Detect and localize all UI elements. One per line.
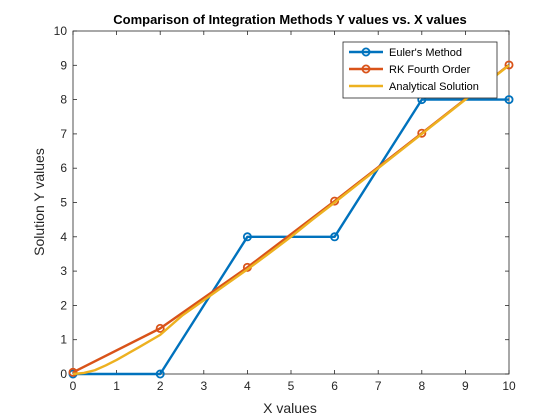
legend-label-analytical-solution: Analytical Solution bbox=[389, 81, 479, 93]
rk-fourth-order-point bbox=[417, 128, 427, 138]
x-tick-label: 1 bbox=[113, 379, 120, 393]
legend-marker-euler-s-method bbox=[361, 47, 371, 57]
x-tick-label: 2 bbox=[157, 379, 164, 393]
y-axis-title: Solution Y values bbox=[31, 148, 47, 256]
x-tick-label: 9 bbox=[462, 379, 469, 393]
y-tick-label: 5 bbox=[60, 196, 67, 210]
y-tick-label: 4 bbox=[60, 230, 67, 244]
euler-s-method-point bbox=[155, 369, 165, 379]
rk-fourth-order-point bbox=[504, 60, 514, 70]
rk-fourth-order-point bbox=[155, 323, 165, 333]
y-tick-label: 6 bbox=[60, 161, 67, 175]
x-tick-label: 6 bbox=[331, 379, 338, 393]
series-layer bbox=[68, 60, 514, 379]
legend-label-rk-fourth-order: RK Fourth Order bbox=[389, 64, 471, 76]
x-tick-label: 5 bbox=[288, 379, 295, 393]
axis-ticks: 0 1 2 3 4 5 6 7 8 9 10 0 1 2 3 4 5 6 7 8 9 10 bbox=[54, 24, 516, 393]
euler-s-method-point bbox=[242, 232, 252, 242]
y-tick-label: 2 bbox=[60, 298, 67, 312]
y-tick-label: 10 bbox=[54, 24, 68, 38]
x-tick-label: 10 bbox=[502, 379, 516, 393]
legend: Euler's Method RK Fourth Order Analytical … bbox=[342, 41, 498, 99]
x-tick-label: 4 bbox=[244, 379, 251, 393]
chart-title: Comparison of Integration Methods Y valu… bbox=[113, 12, 467, 27]
y-tick-label: 3 bbox=[60, 264, 67, 278]
rk-fourth-order-point bbox=[68, 367, 78, 377]
x-axis-title: X values bbox=[263, 400, 317, 416]
y-tick-label: 1 bbox=[60, 333, 67, 347]
x-tick-label: 0 bbox=[70, 379, 77, 393]
analytical-solution-line bbox=[72, 64, 510, 376]
y-tick-label: 7 bbox=[60, 127, 67, 141]
euler-s-method-point bbox=[330, 232, 340, 242]
euler-s-method-point bbox=[504, 95, 514, 105]
y-tick-label: 9 bbox=[60, 58, 67, 72]
x-tick-label: 3 bbox=[200, 379, 207, 393]
legend-label-euler-s-method: Euler's Method bbox=[389, 47, 462, 59]
legend-marker-rk-fourth-order bbox=[361, 64, 371, 74]
x-tick-label: 8 bbox=[418, 379, 425, 393]
y-tick-label: 8 bbox=[60, 93, 67, 107]
x-tick-label: 7 bbox=[375, 379, 382, 393]
y-tick-label: 0 bbox=[60, 367, 67, 381]
